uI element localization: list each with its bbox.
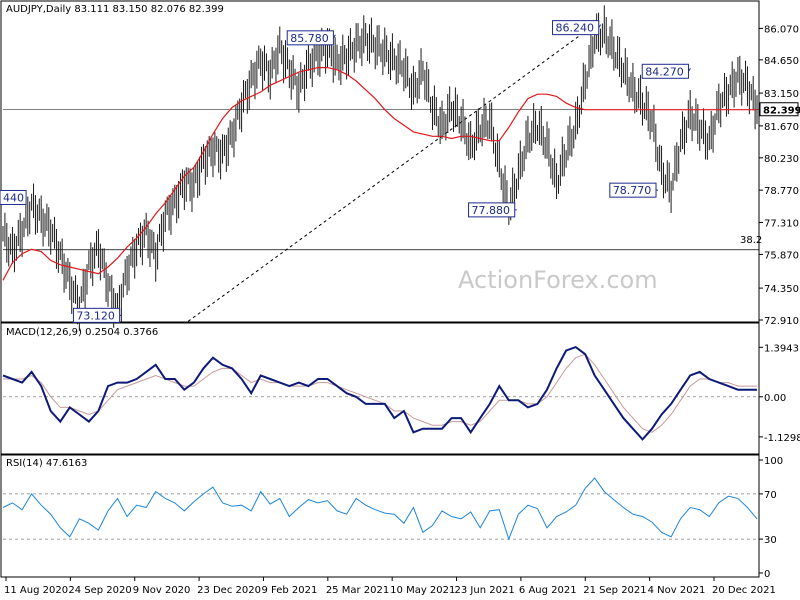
price-tick-label: 77.310	[764, 219, 799, 230]
price-annotations: 85.780 86.240 84.270 77.880 78.770 73.120 440	[0, 20, 691, 323]
callout-box	[468, 202, 516, 218]
macd-series-group	[2, 345, 757, 441]
price-tick-label: 72.910	[764, 316, 799, 327]
macd-line	[2, 345, 757, 441]
x-tick-label: 24 Sep 2020	[68, 585, 131, 596]
callout-label: 86.240	[556, 22, 595, 35]
rsi-reference-lines	[3, 493, 759, 540]
rsi-tick-label: 100	[764, 456, 783, 467]
price-tick-label: 86.070	[764, 24, 799, 35]
price-tick-label: 80.230	[764, 154, 799, 165]
rsi-tick-label: 0	[764, 569, 770, 580]
callout-label: 440	[3, 191, 24, 204]
watermark: ActionForex.com	[458, 266, 658, 294]
x-tick-label: 23 Jun 2021	[455, 585, 515, 596]
price-tick-label: 84.650	[764, 56, 799, 67]
price-tick-label: 78.770	[764, 186, 799, 197]
x-axis: 11 Aug 2020 24 Sep 2020 9 Nov 2020 23 Dec 2…	[4, 577, 776, 596]
price-bars	[2, 5, 758, 332]
rsi-series-group	[2, 477, 758, 541]
callout-label: 73.120	[76, 309, 115, 322]
price-callout: 86.240	[552, 20, 602, 36]
price-series-group	[2, 5, 758, 332]
x-tick-label: 23 Dec 2020	[197, 585, 261, 596]
price-callout: 73.120	[72, 307, 122, 323]
callout-box	[552, 20, 600, 36]
x-tick-label: 21 Sep 2021	[583, 585, 646, 596]
macd-tick-label: 0.00	[764, 393, 786, 404]
current-price-label: 82.399	[763, 106, 800, 117]
moving-average-line	[2, 67, 757, 281]
macd-panel-frame	[0, 322, 760, 455]
price-tick-label: 74.350	[764, 284, 799, 295]
callout-box	[609, 182, 657, 198]
price-callout: 84.270	[641, 63, 691, 79]
current-price-marker: 82.399	[759, 102, 800, 117]
x-tick-label: 4 Nov 2021	[648, 585, 706, 596]
callout-box	[641, 63, 689, 79]
rsi-panel-title: RSI(14) 47.6163	[6, 458, 87, 469]
callout-label: 77.880	[472, 204, 511, 217]
price-callout: 440	[0, 189, 27, 205]
rsi-line	[2, 477, 758, 541]
macd-panel-title: MACD(12,26,9) 0.2504 0.3766	[6, 327, 158, 338]
callout-box	[286, 30, 334, 46]
macd-signal-line	[3, 353, 757, 433]
price-callout: 77.880	[468, 202, 517, 218]
price-panel-title: AUDJPY,Daily 83.111 83.150 82.076 82.399	[6, 4, 224, 15]
x-tick-label: 6 Aug 2021	[519, 585, 577, 596]
macd-tick-label: 1.3943	[764, 343, 799, 354]
macd-y-axis: 1.3943 0.00 -1.1298	[759, 343, 800, 444]
x-tick-label: 9 Nov 2020	[133, 585, 191, 596]
x-tick-label: 20 Dec 2021	[712, 585, 776, 596]
callout-box	[0, 189, 27, 205]
callout-label: 85.780	[290, 32, 329, 45]
price-tick-label: 81.670	[764, 122, 799, 133]
x-tick-label: 9 Feb 2021	[261, 585, 317, 596]
price-y-axis: 86.070 84.650 83.150 81.670 80.230 78.770 77.3…	[759, 24, 799, 327]
price-tick-label: 83.150	[764, 89, 799, 100]
price-callout: 85.780	[286, 30, 336, 46]
price-callout: 78.770	[609, 182, 659, 198]
rsi-panel-frame	[0, 454, 760, 578]
price-tick-label: 75.870	[764, 250, 799, 261]
rsi-y-axis: 100 70 30 0	[759, 456, 783, 580]
x-tick-label: 10 May 2021	[390, 585, 455, 596]
fib-level-label: 38.2	[740, 235, 762, 246]
x-tick-label: 25 Mar 2021	[326, 585, 389, 596]
macd-tick-label: -1.1298	[764, 433, 800, 444]
rsi-tick-label: 70	[764, 490, 777, 501]
rsi-tick-label: 30	[764, 535, 777, 546]
callout-label: 78.770	[613, 184, 652, 197]
callout-box	[72, 307, 121, 323]
x-tick-label: 11 Aug 2020	[4, 585, 68, 596]
callout-label: 84.270	[645, 65, 684, 78]
